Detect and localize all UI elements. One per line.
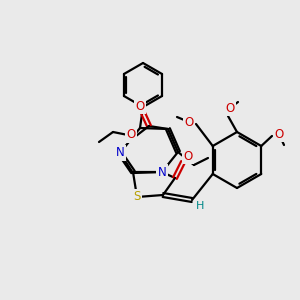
Text: N: N xyxy=(158,166,166,178)
Text: N: N xyxy=(116,146,124,160)
Text: O: O xyxy=(274,128,284,140)
Text: O: O xyxy=(135,100,145,112)
Text: O: O xyxy=(183,149,193,163)
Text: O: O xyxy=(184,116,194,128)
Text: H: H xyxy=(196,201,204,211)
Text: S: S xyxy=(133,190,141,203)
Text: O: O xyxy=(126,128,136,142)
Text: O: O xyxy=(225,101,235,115)
